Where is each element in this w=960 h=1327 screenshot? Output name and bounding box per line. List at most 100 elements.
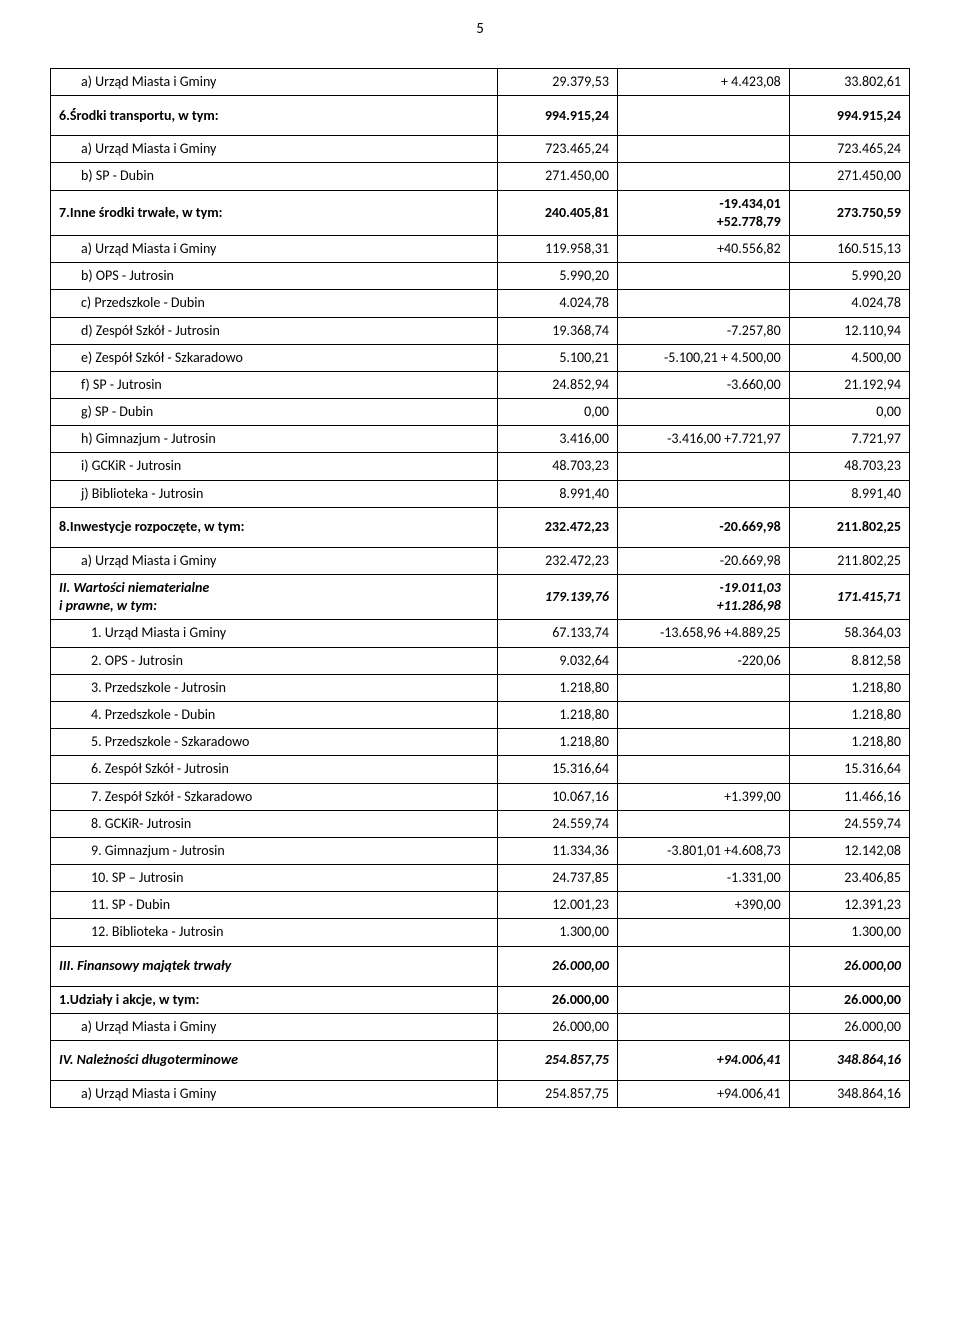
row-value-3: 271.450,00: [789, 163, 909, 190]
row-value-3: 994.915,24: [789, 96, 909, 136]
row-label: a) Urząd Miasta i Gminy: [51, 235, 498, 262]
row-value-2: -7.257,80: [617, 317, 789, 344]
table-row: h) Gimnazjum - Jutrosin3.416,00-3.416,00…: [51, 426, 910, 453]
row-value-1: 10.067,16: [497, 783, 617, 810]
row-label: h) Gimnazjum - Jutrosin: [51, 426, 498, 453]
row-label: a) Urząd Miasta i Gminy: [51, 136, 498, 163]
row-label: 7.Inne środki trwałe, w tym:: [51, 190, 498, 235]
table-row: 4. Przedszkole - Dubin1.218,801.218,80: [51, 701, 910, 728]
row-value-1: 11.334,36: [497, 837, 617, 864]
table-row: II. Wartości niematerialne i prawne, w t…: [51, 575, 910, 620]
row-label: j) Biblioteka - Jutrosin: [51, 480, 498, 507]
row-label: 11. SP - Dubin: [51, 892, 498, 919]
row-value-3: 211.802,25: [789, 547, 909, 574]
row-value-2: + 4.423,08: [617, 69, 789, 96]
row-value-3: 160.515,13: [789, 235, 909, 262]
row-value-2: [617, 480, 789, 507]
row-value-2: [617, 453, 789, 480]
row-value-1: 1.300,00: [497, 919, 617, 946]
row-label: IV. Należności długoterminowe: [51, 1041, 498, 1081]
row-value-3: 24.559,74: [789, 810, 909, 837]
row-label: g) SP - Dubin: [51, 399, 498, 426]
row-value-2: [617, 919, 789, 946]
row-value-1: 240.405,81: [497, 190, 617, 235]
row-value-1: 26.000,00: [497, 1013, 617, 1040]
row-value-3: 723.465,24: [789, 136, 909, 163]
table-row: IV. Należności długoterminowe254.857,75+…: [51, 1041, 910, 1081]
row-label: c) Przedszkole - Dubin: [51, 290, 498, 317]
row-label: a) Urząd Miasta i Gminy: [51, 1081, 498, 1108]
table-row: 12. Biblioteka - Jutrosin1.300,001.300,0…: [51, 919, 910, 946]
row-label: 8. GCKiR- Jutrosin: [51, 810, 498, 837]
row-value-3: 11.466,16: [789, 783, 909, 810]
table-row: 8. GCKiR- Jutrosin24.559,7424.559,74: [51, 810, 910, 837]
row-value-3: 48.703,23: [789, 453, 909, 480]
row-value-3: 15.316,64: [789, 756, 909, 783]
row-value-2: +40.556,82: [617, 235, 789, 262]
row-value-1: 232.472,23: [497, 547, 617, 574]
row-value-1: 179.139,76: [497, 575, 617, 620]
row-label: b) OPS - Jutrosin: [51, 263, 498, 290]
row-value-2: -19.434,01 +52.778,79: [617, 190, 789, 235]
row-value-3: 1.218,80: [789, 674, 909, 701]
row-label: 2. OPS - Jutrosin: [51, 647, 498, 674]
row-label: f) SP - Jutrosin: [51, 371, 498, 398]
row-value-1: 24.852,94: [497, 371, 617, 398]
table-row: a) Urząd Miasta i Gminy232.472,23-20.669…: [51, 547, 910, 574]
row-value-2: -13.658,96 +4.889,25: [617, 620, 789, 647]
row-value-1: 119.958,31: [497, 235, 617, 262]
table-row: b) OPS - Jutrosin5.990,205.990,20: [51, 263, 910, 290]
row-value-2: -220,06: [617, 647, 789, 674]
table-row: a) Urząd Miasta i Gminy254.857,75+94.006…: [51, 1081, 910, 1108]
row-value-1: 67.133,74: [497, 620, 617, 647]
row-value-2: [617, 163, 789, 190]
table-row: 1. Urząd Miasta i Gminy67.133,74-13.658,…: [51, 620, 910, 647]
table-row: 1.Udziały i akcje, w tym:26.000,0026.000…: [51, 986, 910, 1013]
row-value-2: +94.006,41: [617, 1041, 789, 1081]
table-row: f) SP - Jutrosin24.852,94-3.660,0021.192…: [51, 371, 910, 398]
row-value-1: 994.915,24: [497, 96, 617, 136]
row-value-3: 5.990,20: [789, 263, 909, 290]
row-value-1: 8.991,40: [497, 480, 617, 507]
row-label: a) Urząd Miasta i Gminy: [51, 1013, 498, 1040]
row-label: 6. Zespół Szkół - Jutrosin: [51, 756, 498, 783]
row-value-3: 7.721,97: [789, 426, 909, 453]
row-value-1: 5.990,20: [497, 263, 617, 290]
row-value-1: 24.559,74: [497, 810, 617, 837]
row-value-2: [617, 1013, 789, 1040]
row-value-2: [617, 810, 789, 837]
row-value-3: 273.750,59: [789, 190, 909, 235]
row-value-2: -19.011,03 +11.286,98: [617, 575, 789, 620]
row-value-3: 8.991,40: [789, 480, 909, 507]
table-row: 9. Gimnazjum - Jutrosin11.334,36-3.801,0…: [51, 837, 910, 864]
row-label: II. Wartości niematerialne i prawne, w t…: [51, 575, 498, 620]
row-value-3: 23.406,85: [789, 865, 909, 892]
row-value-2: +94.006,41: [617, 1081, 789, 1108]
table-row: III. Finansowy majątek trwały26.000,0026…: [51, 946, 910, 986]
row-value-3: 26.000,00: [789, 946, 909, 986]
row-value-3: 4.500,00: [789, 344, 909, 371]
row-value-2: -1.331,00: [617, 865, 789, 892]
row-value-3: 348.864,16: [789, 1041, 909, 1081]
row-value-1: 26.000,00: [497, 946, 617, 986]
row-value-2: [617, 756, 789, 783]
table-row: 8.Inwestycje rozpoczęte, w tym:232.472,2…: [51, 507, 910, 547]
row-value-3: 1.218,80: [789, 701, 909, 728]
row-label: 8.Inwestycje rozpoczęte, w tym:: [51, 507, 498, 547]
table-row: 5. Przedszkole - Szkaradowo1.218,801.218…: [51, 729, 910, 756]
row-value-3: 12.110,94: [789, 317, 909, 344]
row-value-2: +390,00: [617, 892, 789, 919]
row-value-1: 48.703,23: [497, 453, 617, 480]
row-value-3: 21.192,94: [789, 371, 909, 398]
row-label: III. Finansowy majątek trwały: [51, 946, 498, 986]
row-value-2: [617, 136, 789, 163]
row-value-1: 9.032,64: [497, 647, 617, 674]
row-value-1: 1.218,80: [497, 674, 617, 701]
row-value-2: [617, 729, 789, 756]
row-value-1: 19.368,74: [497, 317, 617, 344]
row-value-2: -3.801,01 +4.608,73: [617, 837, 789, 864]
row-value-3: 12.142,08: [789, 837, 909, 864]
row-value-2: [617, 674, 789, 701]
row-label: 3. Przedszkole - Jutrosin: [51, 674, 498, 701]
table-row: 7.Inne środki trwałe, w tym:240.405,81-1…: [51, 190, 910, 235]
